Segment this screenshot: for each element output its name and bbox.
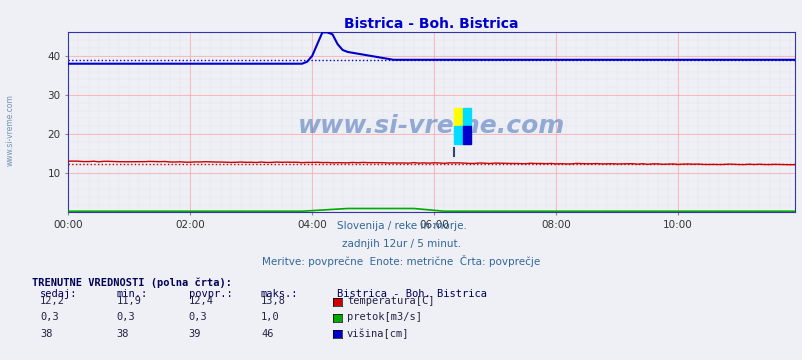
Text: sedaj:: sedaj: xyxy=(40,289,78,299)
Text: 46: 46 xyxy=(261,329,273,339)
Text: Bistrica - Boh. Bistrica: Bistrica - Boh. Bistrica xyxy=(337,289,487,299)
Text: 0,3: 0,3 xyxy=(40,312,59,323)
Text: 0,3: 0,3 xyxy=(116,312,135,323)
Text: Slovenija / reke in morje.: Slovenija / reke in morje. xyxy=(336,221,466,231)
Text: TRENUTNE VREDNOSTI (polna črta):: TRENUTNE VREDNOSTI (polna črta): xyxy=(32,278,232,288)
Text: temperatura[C]: temperatura[C] xyxy=(346,296,434,306)
Text: www.si-vreme.com: www.si-vreme.com xyxy=(298,114,565,138)
Bar xyxy=(462,126,471,144)
Text: 13,8: 13,8 xyxy=(261,296,286,306)
Text: pretok[m3/s]: pretok[m3/s] xyxy=(346,312,421,323)
Text: povpr.:: povpr.: xyxy=(188,289,232,299)
Text: 12,4: 12,4 xyxy=(188,296,213,306)
Text: 38: 38 xyxy=(116,329,129,339)
Text: 12,2: 12,2 xyxy=(40,296,65,306)
Text: 39: 39 xyxy=(188,329,201,339)
Text: višina[cm]: višina[cm] xyxy=(346,328,409,339)
Text: 0,3: 0,3 xyxy=(188,312,207,323)
Text: zadnjih 12ur / 5 minut.: zadnjih 12ur / 5 minut. xyxy=(342,239,460,249)
Text: 1,0: 1,0 xyxy=(261,312,279,323)
Text: Meritve: povprečne  Enote: metrične  Črta: povprečje: Meritve: povprečne Enote: metrične Črta:… xyxy=(262,255,540,267)
Bar xyxy=(453,126,462,144)
Text: 11,9: 11,9 xyxy=(116,296,141,306)
Text: maks.:: maks.: xyxy=(261,289,298,299)
Title: Bistrica - Boh. Bistrica: Bistrica - Boh. Bistrica xyxy=(344,17,518,31)
Bar xyxy=(462,108,471,126)
Bar xyxy=(453,108,462,126)
Text: 38: 38 xyxy=(40,329,53,339)
Text: www.si-vreme.com: www.si-vreme.com xyxy=(6,94,15,166)
Text: min.:: min.: xyxy=(116,289,148,299)
